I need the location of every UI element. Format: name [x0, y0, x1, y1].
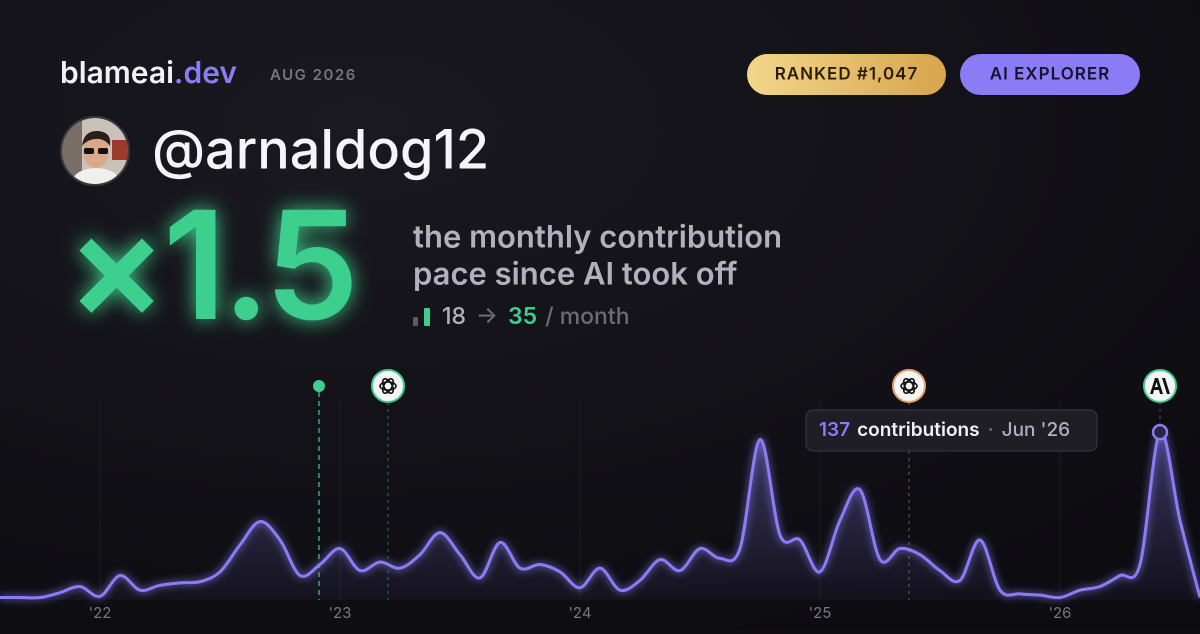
peak-point [1151, 423, 1169, 441]
x-tick-label: '23 [329, 603, 352, 622]
rank-badge [747, 54, 946, 95]
tooltip: 137 contributions · Jun '26 [805, 409, 1098, 452]
brand: blameai.dev [60, 55, 237, 91]
x-tick-label: '25 [809, 603, 832, 622]
pace-icon [413, 317, 418, 326]
tier-badge [960, 54, 1140, 95]
multiplier: ×1.5 [66, 175, 355, 356]
event-dot [313, 380, 325, 392]
username: @arnaldog12 [152, 118, 489, 183]
openai-icon [371, 369, 405, 403]
caption-line: the monthly contribution [413, 218, 782, 255]
area [0, 431, 1200, 600]
tooltip-box [805, 409, 1098, 452]
chart: '22 '23 '24 '25 '26 [0, 400, 1200, 622]
openai-icon [892, 369, 926, 403]
x-tick-label: '22 [89, 603, 112, 622]
anthropic-icon [1143, 369, 1177, 403]
caption-line: pace since AI took off [413, 255, 737, 292]
x-tick-label: '26 [1049, 603, 1072, 622]
pace-icon [424, 308, 430, 326]
x-tick-label: '24 [568, 603, 591, 622]
tier-badge-text: AI EXPLORER [990, 65, 1111, 85]
rank-badge-text: RANKED #1,047 [775, 65, 919, 85]
avatar [62, 118, 128, 184]
tooltip-value: 137 [819, 418, 850, 441]
line [0, 430, 1200, 600]
date: AUG 2026 [270, 65, 357, 84]
tooltip-text: 137 contributions · Jun '26 [819, 418, 1070, 441]
avatar-ring [60, 116, 130, 186]
pace: 18 → 35/ month [442, 302, 630, 330]
